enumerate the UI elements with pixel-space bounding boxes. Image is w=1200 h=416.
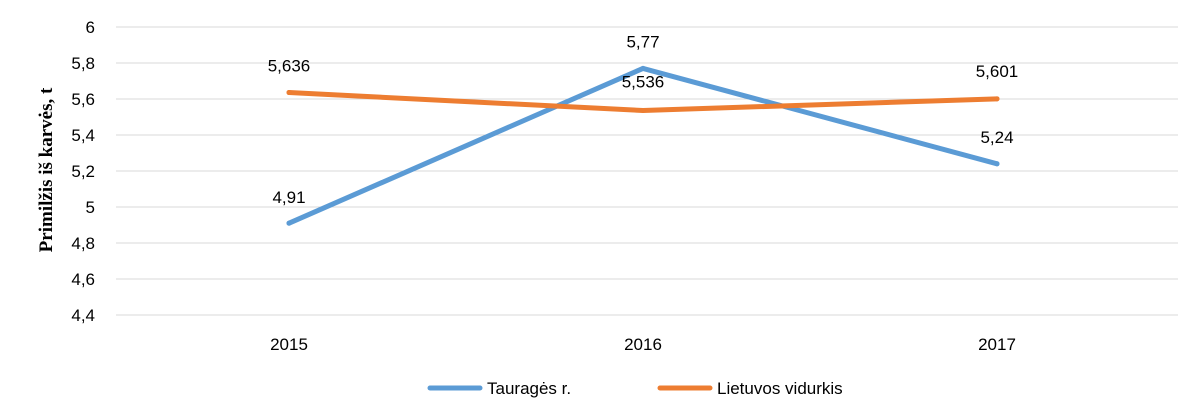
y-tick-label: 5,6 <box>71 90 95 109</box>
data-label: 5,24 <box>980 128 1013 147</box>
x-tick-label: 2016 <box>624 335 662 354</box>
x-tick-label: 2015 <box>270 335 308 354</box>
data-label: 5,77 <box>626 32 659 51</box>
series-line <box>286 90 1000 114</box>
data-point <box>994 161 1000 167</box>
data-point <box>994 96 1000 102</box>
data-point <box>286 90 292 96</box>
legend-label: Tauragės r. <box>487 379 571 398</box>
series-lines <box>286 65 1000 226</box>
y-tick-label: 5,8 <box>71 54 95 73</box>
y-tick-label: 4,6 <box>71 270 95 289</box>
y-tick-label: 5 <box>86 198 95 217</box>
y-tick-label: 6 <box>86 18 95 37</box>
y-tick-label: 5,4 <box>71 126 95 145</box>
data-point <box>640 108 646 114</box>
data-point <box>286 220 292 226</box>
data-label: 5,636 <box>268 57 311 76</box>
x-axis-ticks: 2015 2016 2017 <box>270 335 1016 354</box>
x-tick-label: 2017 <box>978 335 1016 354</box>
series-line <box>286 65 1000 226</box>
gridlines <box>116 26 1178 316</box>
legend-label: Lietuvos vidurkis <box>717 379 843 398</box>
data-label: 4,91 <box>272 188 305 207</box>
y-tick-label: 5,2 <box>71 162 95 181</box>
legend: Tauragės r. Lietuvos vidurkis <box>427 379 843 398</box>
y-axis-label: Primilžis iš karvės, t <box>36 87 57 252</box>
y-tick-label: 4,8 <box>71 234 95 253</box>
data-point <box>640 65 646 71</box>
y-axis-ticks: 4,4 4,6 4,8 5 5,2 5,4 5,6 5,8 6 <box>71 18 95 325</box>
data-label: 5,536 <box>622 73 665 92</box>
data-labels: 4,91 5,77 5,24 5,636 5,536 5,601 <box>268 32 1019 207</box>
data-label: 5,601 <box>976 62 1019 81</box>
y-tick-label: 4,4 <box>71 306 95 325</box>
